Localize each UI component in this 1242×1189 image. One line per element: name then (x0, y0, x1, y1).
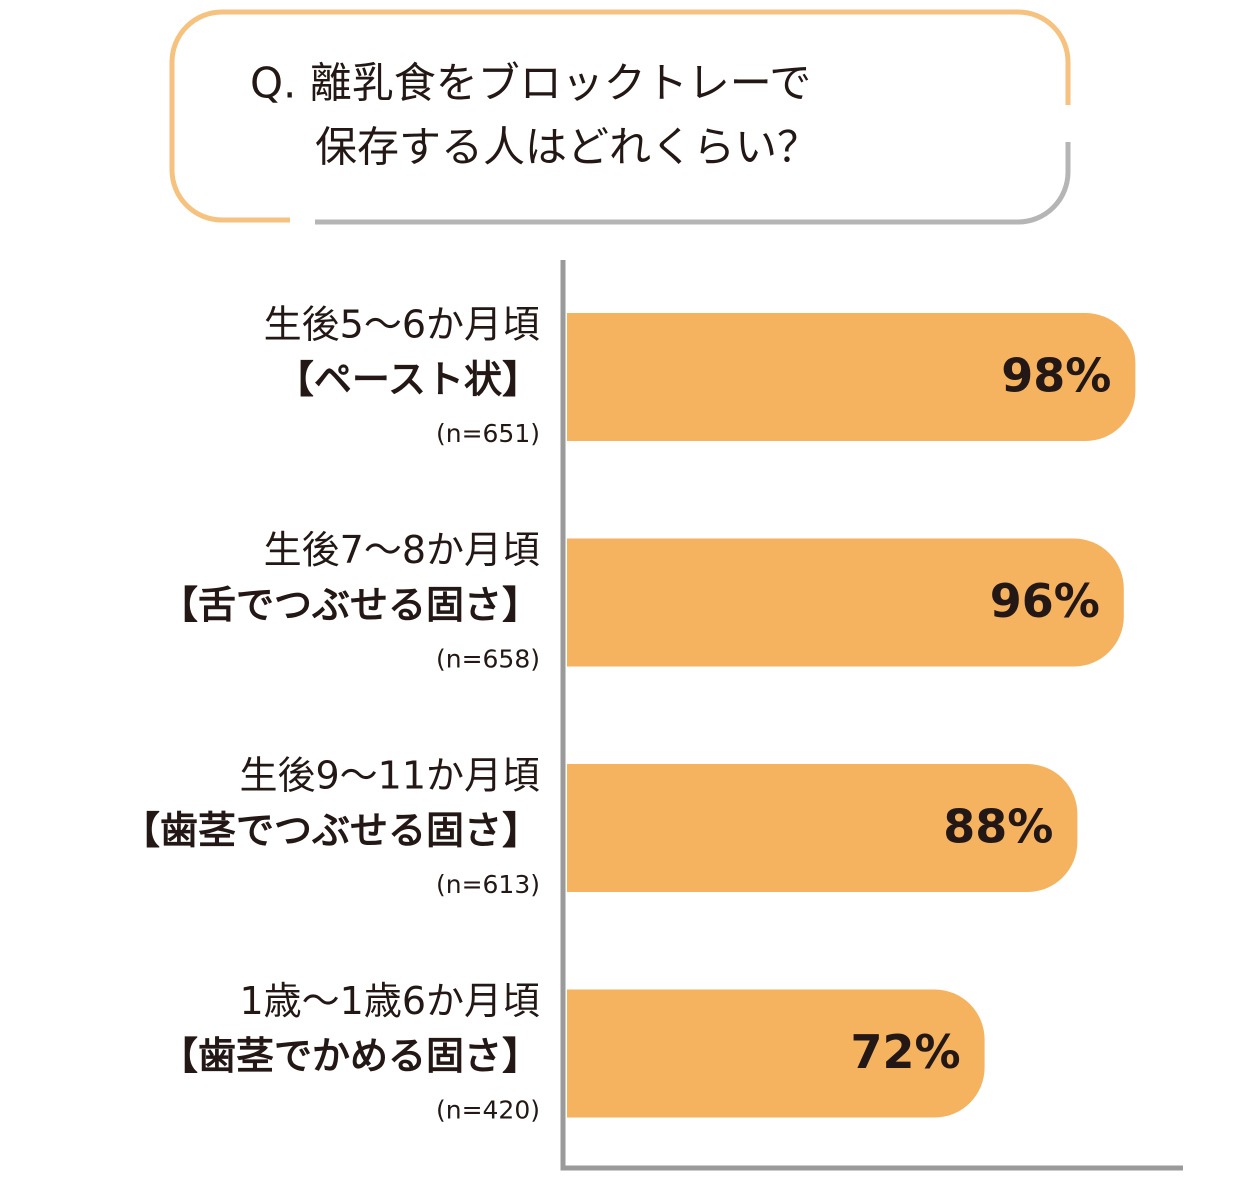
sample-size: (n=651) (436, 419, 540, 448)
category-sublabel: 【舌でつぶせる固さ】 (160, 583, 540, 627)
category-sublabel: 【歯茎でつぶせる固さ】 (122, 809, 540, 853)
sample-size: (n=658) (436, 645, 540, 674)
title-frame-grey (315, 142, 1071, 225)
category-sublabel: 【歯茎でかめる固さ】 (160, 1034, 540, 1078)
value-label: 88% (943, 800, 1053, 854)
value-label: 72% (850, 1025, 960, 1079)
axis (560, 260, 1183, 1171)
sample-size: (n=420) (436, 1096, 540, 1125)
chart-title: 保存する人はどれくらい？ (315, 123, 819, 172)
bar (567, 764, 1078, 892)
value-label: 98% (1001, 349, 1111, 403)
bar (567, 313, 1136, 441)
bar (567, 538, 1124, 667)
category-sublabel: 【ペースト状】 (276, 358, 540, 402)
category-label: 生後9～11か月頃 (239, 754, 540, 798)
title-frame-orange (169, 9, 1071, 223)
value-label: 96% (990, 574, 1100, 628)
bar (567, 989, 985, 1118)
category-label: 生後5～6か月頃 (264, 303, 540, 347)
category-label: 1歳～1歳6か月頃 (239, 979, 540, 1023)
chart-title: Q. 離乳食をブロックトレーで (250, 59, 811, 108)
category-label: 生後7～8か月頃 (264, 528, 540, 572)
sample-size: (n=613) (436, 870, 540, 899)
